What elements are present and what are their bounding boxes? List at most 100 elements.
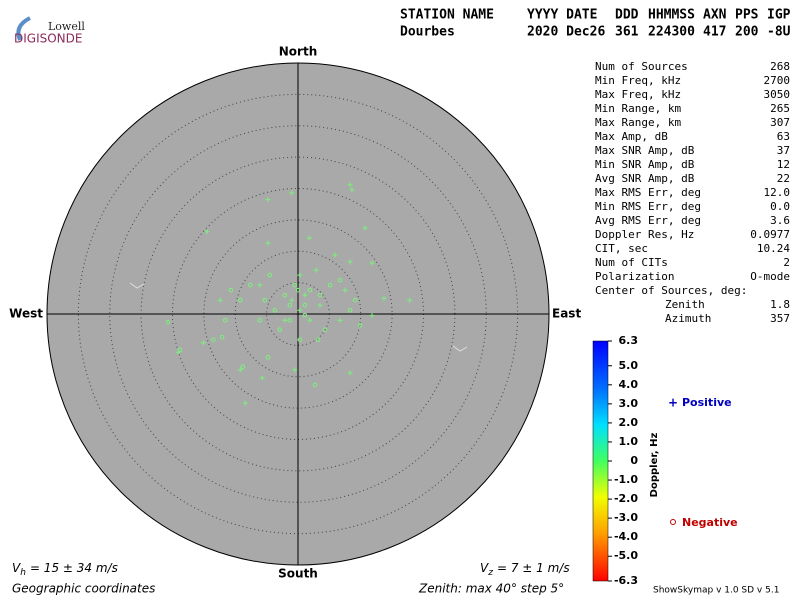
source-plus [349, 187, 355, 193]
stat-value: 63 [777, 130, 790, 143]
colorbar-tick-label: -5.0 [614, 549, 638, 562]
source-circle [248, 282, 253, 288]
stat-value: O-mode [750, 270, 790, 283]
source-plus [381, 295, 387, 301]
source-plus [289, 190, 295, 196]
stat-value: 37 [777, 144, 790, 157]
source-plus [317, 302, 323, 308]
header-value: -8U [767, 25, 791, 40]
coordinates: Geographic coordinates [12, 582, 155, 596]
marker [129, 282, 145, 289]
stat-label: Min Range, km [595, 102, 681, 115]
colorbar-tick-label: 4.0 [619, 378, 639, 391]
legend-negative-symbol [670, 519, 676, 525]
center-label: Zenith [665, 298, 705, 311]
source-plus [347, 182, 353, 188]
stat-value: 0.0 [770, 200, 790, 213]
stat-label: Polarization [595, 270, 674, 283]
colorbar-tick-label: 2.0 [619, 416, 639, 429]
stat-label: Max Freq, kHz [595, 88, 681, 101]
stat-label: Num of CITs [595, 256, 668, 269]
source-plus [237, 367, 243, 373]
stat-label: Num of Sources [595, 60, 688, 73]
source-circle [262, 297, 268, 303]
legend-negative: Negative [682, 516, 738, 529]
source-circle [327, 282, 333, 288]
header-value: 200 [735, 25, 759, 40]
stat-label: Min Freq, kHz [595, 74, 681, 87]
center-value: 1.8 [770, 298, 790, 311]
stat-label: Min RMS Err, deg [595, 200, 701, 213]
colorbar-tick-label: -4.0 [614, 530, 638, 543]
source-circle [295, 287, 301, 293]
colorbar-tick-label: 5.0 [619, 359, 639, 372]
source-plus [369, 312, 375, 318]
center-value: 357 [770, 312, 790, 325]
source-circle [315, 337, 321, 343]
header-value: 361 [615, 25, 639, 40]
source-circle [292, 282, 298, 288]
legend-positive-symbol: + [668, 396, 678, 410]
source-plus [369, 260, 375, 266]
source-plus [332, 252, 338, 258]
colorbar-tick-label: 6.3 [619, 334, 639, 347]
stat-value: 3050 [764, 88, 791, 101]
source-plus [347, 370, 353, 376]
header-value: 417 [703, 25, 726, 40]
header-label: DDD [615, 8, 639, 23]
source-plus [337, 317, 343, 323]
header-label: AXN [703, 8, 727, 23]
stat-label: Max Range, km [595, 116, 681, 129]
source-circle [352, 297, 358, 303]
source-circle [287, 302, 293, 308]
stat-value: 2700 [764, 74, 791, 87]
source-circle [210, 337, 216, 343]
source-plus [347, 259, 353, 265]
south-label: South [278, 567, 318, 581]
header-label: HHMMSS [648, 8, 695, 23]
stat-value: 12 [777, 158, 790, 171]
source-circle [322, 327, 328, 332]
stat-value: 10.24 [757, 242, 790, 255]
source-plus [297, 307, 303, 313]
source-plus [200, 340, 206, 346]
stat-value: 3.6 [770, 214, 790, 227]
logo-top: Lowell [48, 20, 85, 33]
header-value: 224300 [648, 25, 695, 40]
source-plus [302, 292, 308, 298]
stat-label: Avg RMS Err, deg [595, 214, 701, 227]
colorbar-tick-label: -3.0 [614, 511, 638, 524]
source-plus [313, 267, 319, 273]
source-circle [237, 297, 243, 303]
stat-label: Min SNR Amp, dB [595, 158, 695, 171]
source-circle [302, 302, 308, 308]
logo-bottom: DIGISONDE [14, 32, 82, 46]
north-label: North [279, 45, 317, 59]
source-plus [282, 317, 288, 323]
colorbar-tick-label: 0 [630, 454, 638, 467]
stat-value: 2 [783, 256, 790, 269]
stat-label: Max RMS Err, deg [595, 186, 701, 199]
source-circle [228, 287, 234, 293]
source-circle [312, 382, 318, 388]
stat-label: Max SNR Amp, dB [595, 144, 695, 157]
colorbar-title: Doppler, Hz [649, 433, 660, 498]
source-plus [204, 229, 210, 235]
source-circle [267, 272, 273, 278]
stat-label: Max Amp, dB [595, 130, 668, 143]
source-circle [165, 319, 171, 325]
source-plus [297, 272, 303, 278]
source-circle [282, 292, 288, 298]
stats: Num of Sources 268 Min Freq, kHz 2700 Max Fr… [595, 60, 790, 325]
header-value: 2020 Dec26 [527, 25, 605, 40]
source-circle [177, 347, 183, 353]
source-circle [302, 312, 308, 318]
source-circle [307, 287, 313, 293]
stat-value: 265 [770, 102, 790, 115]
source-circle [317, 292, 323, 298]
east-label: East [552, 307, 581, 321]
header-label: PPS [735, 8, 759, 23]
source-circle [219, 334, 225, 340]
